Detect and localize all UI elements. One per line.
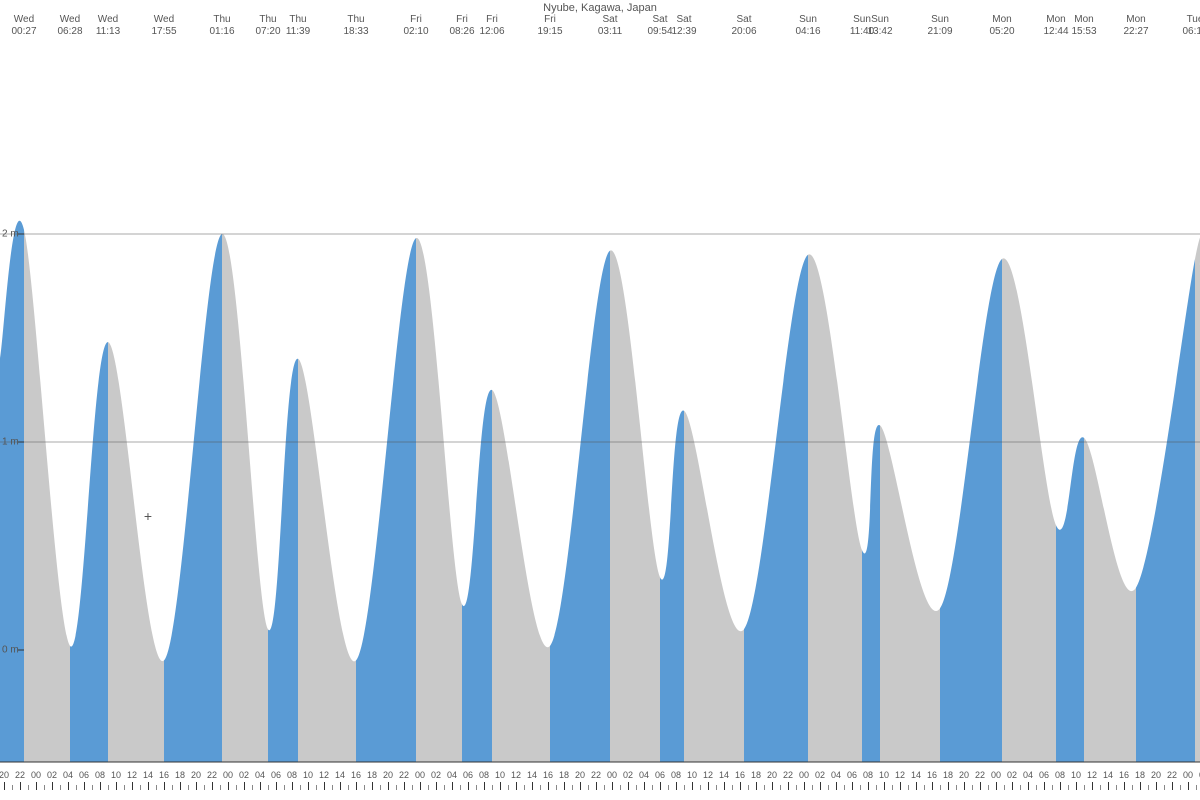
y-axis-label: 0 m	[2, 645, 19, 656]
x-axis-hour-label: 22	[15, 770, 25, 780]
x-axis-hour-label: 14	[719, 770, 729, 780]
x-axis-hour-label: 22	[1167, 770, 1177, 780]
x-axis-hour-label: 12	[319, 770, 329, 780]
x-axis-hour-label: 20	[383, 770, 393, 780]
x-axis-hour-label: 12	[703, 770, 713, 780]
x-axis-hour-label: 02	[431, 770, 441, 780]
y-axis-label: 2 m	[2, 229, 19, 240]
x-axis-hour-label: 02	[239, 770, 249, 780]
x-axis-hour-label: 04	[447, 770, 457, 780]
x-axis-hour-label: 00	[31, 770, 41, 780]
x-axis-hour-label: 06	[847, 770, 857, 780]
x-axis-hour-label: 02	[47, 770, 57, 780]
x-axis-hour-label: 00	[991, 770, 1001, 780]
x-axis-hour-label: 06	[655, 770, 665, 780]
x-axis-hour-label: 06	[463, 770, 473, 780]
x-axis-hour-label: 12	[511, 770, 521, 780]
x-axis-hour-label: 18	[175, 770, 185, 780]
x-axis-hour-label: 22	[207, 770, 217, 780]
x-axis-hour-label: 14	[527, 770, 537, 780]
x-axis-hour-label: 12	[127, 770, 137, 780]
x-axis-hour-label: 10	[303, 770, 313, 780]
x-axis-hour-label: 00	[1183, 770, 1193, 780]
x-axis-hour-label: 14	[911, 770, 921, 780]
x-axis-hour-label: 06	[79, 770, 89, 780]
x-axis-hour-label: 12	[1087, 770, 1097, 780]
x-axis-hour-label: 02	[1007, 770, 1017, 780]
x-axis-hour-label: 08	[287, 770, 297, 780]
x-axis-hour-label: 08	[863, 770, 873, 780]
cursor-cross-icon: +	[144, 508, 152, 524]
x-axis-hour-label: 04	[63, 770, 73, 780]
x-axis-hour-label: 18	[943, 770, 953, 780]
x-axis-hour-label: 16	[735, 770, 745, 780]
x-axis-hour-label: 20	[959, 770, 969, 780]
x-axis-hour-label: 08	[479, 770, 489, 780]
x-axis-hour-label: 02	[815, 770, 825, 780]
x-axis-hour-label: 16	[159, 770, 169, 780]
x-axis-hour-label: 00	[223, 770, 233, 780]
x-axis-hour-label: 08	[1055, 770, 1065, 780]
x-axis-hour-label: 10	[879, 770, 889, 780]
x-axis-hour-label: 06	[271, 770, 281, 780]
x-axis-hour-label: 18	[1135, 770, 1145, 780]
x-axis-hour-label: 10	[687, 770, 697, 780]
x-axis-hour-label: 22	[591, 770, 601, 780]
x-axis-hour-label: 16	[351, 770, 361, 780]
x-axis-hour-label: 18	[559, 770, 569, 780]
x-axis-hour-label: 16	[543, 770, 553, 780]
x-axis-hour-label: 18	[751, 770, 761, 780]
tide-chart: 0 m 1 m 2 m +	[0, 0, 1200, 800]
x-axis-hour-label: 20	[1151, 770, 1161, 780]
x-axis-hour-label: 14	[335, 770, 345, 780]
x-axis-hour-label: 00	[415, 770, 425, 780]
x-axis-hour-label: 04	[1023, 770, 1033, 780]
y-axis-label: 1 m	[2, 437, 19, 448]
x-axis-hour-label: 20	[575, 770, 585, 780]
x-axis-hour-label: 10	[1071, 770, 1081, 780]
x-axis-hour-label: 06	[1039, 770, 1049, 780]
x-axis-hour-label: 22	[783, 770, 793, 780]
x-axis-hours: 20 22 00 02 04 06 08 10 12 14 16 18 20 22 00 02 04 06 08 10…	[0, 762, 1200, 800]
x-axis-hour-label: 04	[831, 770, 841, 780]
x-axis-hour-label: 00	[799, 770, 809, 780]
x-axis-hour-label: 14	[1103, 770, 1113, 780]
x-axis-hour-label: 04	[255, 770, 265, 780]
x-axis-hour-label: 22	[399, 770, 409, 780]
tide-chart-svg	[0, 0, 1200, 800]
x-axis-hour-label: 00	[607, 770, 617, 780]
x-axis-hour-label: 16	[1119, 770, 1129, 780]
x-axis-hour-label: 02	[623, 770, 633, 780]
x-axis-hour-label: 14	[143, 770, 153, 780]
x-axis-hour-label: 08	[671, 770, 681, 780]
x-axis-hour-label: 12	[895, 770, 905, 780]
x-axis-hour-label: 08	[95, 770, 105, 780]
x-axis-hour-label: 04	[639, 770, 649, 780]
x-axis-hour-label: 20	[191, 770, 201, 780]
x-axis-hour-label: 22	[975, 770, 985, 780]
x-axis-hour-label: 20	[0, 770, 9, 780]
x-axis-hour-label: 10	[495, 770, 505, 780]
x-axis-hour-label: 20	[767, 770, 777, 780]
x-axis-hour-label: 10	[111, 770, 121, 780]
x-axis-hour-label: 18	[367, 770, 377, 780]
x-axis-hour-label: 16	[927, 770, 937, 780]
